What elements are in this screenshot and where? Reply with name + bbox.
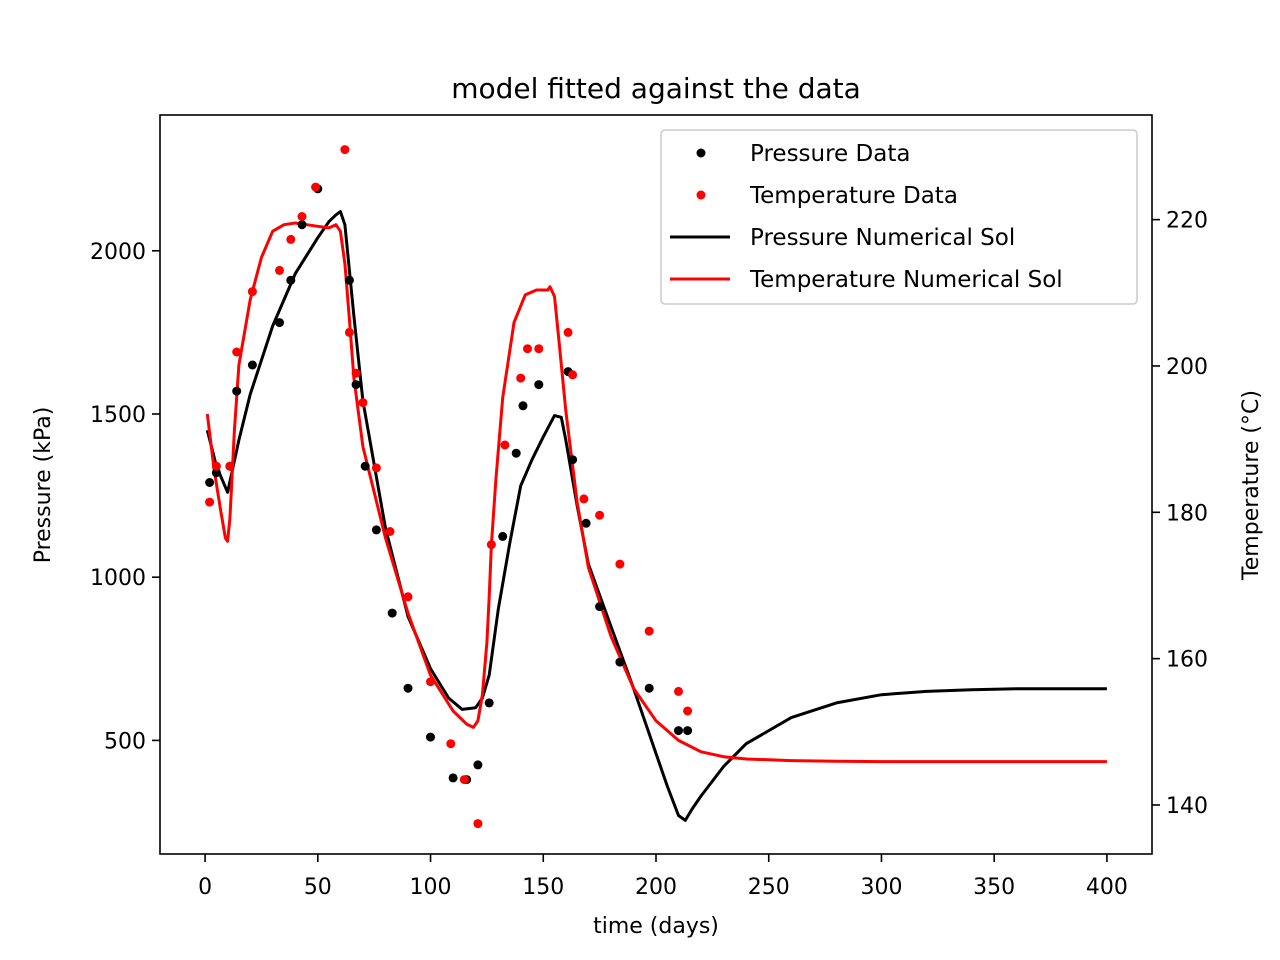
data-point-pressure-data xyxy=(205,478,215,487)
legend-marker xyxy=(696,148,706,158)
data-point-pressure-data xyxy=(403,683,413,693)
data-point-pressure-data xyxy=(534,380,544,390)
data-point-pressure-data xyxy=(498,531,508,541)
data-point-pressure-data xyxy=(297,220,307,230)
x-tick-label: 100 xyxy=(410,875,452,900)
legend-marker xyxy=(696,190,706,200)
data-point-pressure-data xyxy=(581,518,591,528)
data-point-temperature-data xyxy=(211,461,221,471)
series-line-pressure-numerical-sol xyxy=(205,210,1107,822)
data-point-pressure-data xyxy=(518,401,528,411)
data-point-pressure-data xyxy=(247,360,257,370)
data-point-pressure-data xyxy=(286,275,296,285)
data-point-pressure-data xyxy=(511,448,521,458)
y-axis-right: 140 160 180 200 220 xyxy=(1152,209,1208,819)
y-right-tick-label: 180 xyxy=(1166,501,1208,526)
data-point-pressure-data xyxy=(615,657,625,667)
data-point-pressure-data xyxy=(426,732,435,742)
y-right-tick-label: 200 xyxy=(1166,355,1208,380)
data-point-pressure-data xyxy=(484,698,494,708)
data-point-pressure-data xyxy=(568,455,578,465)
data-point-temperature-data xyxy=(568,370,578,380)
data-point-pressure-data xyxy=(371,525,381,535)
series-line-temperature-numerical-sol xyxy=(205,221,1107,764)
data-point-temperature-data xyxy=(615,559,625,569)
data-point-pressure-data xyxy=(344,275,354,285)
legend-label: Pressure Data xyxy=(750,141,910,167)
y-right-tick-label: 160 xyxy=(1166,648,1208,673)
data-point-temperature-data xyxy=(563,327,573,337)
y-right-tick-label: 220 xyxy=(1166,209,1208,234)
data-point-temperature-data xyxy=(516,373,526,383)
x-axis: 0 50 100 150 200 250 300 350 400 xyxy=(198,854,1128,900)
data-point-temperature-data xyxy=(403,592,413,602)
data-point-pressure-data xyxy=(473,760,483,770)
data-point-pressure-data xyxy=(232,386,242,396)
y-left-tick-label: 2000 xyxy=(90,240,146,265)
y-axis-left: 500 1000 1500 2000 xyxy=(90,240,160,754)
data-point-temperature-data xyxy=(534,344,544,354)
x-tick-label: 50 xyxy=(304,875,332,900)
data-point-temperature-data xyxy=(351,368,361,378)
data-point-temperature-data xyxy=(473,819,483,829)
legend-box xyxy=(660,129,1138,305)
data-point-temperature-data xyxy=(674,686,683,696)
data-point-pressure-data xyxy=(644,683,654,693)
y-left-tick-label: 500 xyxy=(104,729,146,754)
data-point-pressure-data xyxy=(360,461,370,471)
legend: Pressure Data Temperature Data Pressure Nu… xyxy=(660,129,1138,305)
data-point-temperature-data xyxy=(595,510,605,520)
data-point-temperature-data xyxy=(344,327,354,337)
y-right-tick-label: 140 xyxy=(1166,794,1208,819)
data-point-pressure-data xyxy=(595,602,605,612)
chart-title: model fitted against the data xyxy=(451,72,861,105)
y-left-tick-label: 1500 xyxy=(90,403,146,428)
data-point-pressure-data xyxy=(448,773,458,783)
data-point-temperature-data xyxy=(247,287,257,297)
data-point-temperature-data xyxy=(225,461,235,471)
data-point-temperature-data xyxy=(644,626,654,636)
data-point-temperature-data xyxy=(426,677,435,687)
data-point-temperature-data xyxy=(205,497,215,507)
data-point-pressure-data xyxy=(351,380,361,390)
y-axis-left-title: Pressure (kPa) xyxy=(31,407,56,564)
x-tick-label: 300 xyxy=(860,875,902,900)
y-axis-right-title: Temperature (°C) xyxy=(1239,390,1264,581)
data-point-pressure-data xyxy=(674,726,683,736)
data-point-pressure-data xyxy=(683,726,693,736)
data-point-temperature-data xyxy=(500,440,510,450)
data-point-pressure-data xyxy=(387,608,397,618)
legend-label: Pressure Numerical Sol xyxy=(750,225,1015,251)
data-point-temperature-data xyxy=(579,494,589,504)
x-tick-label: 0 xyxy=(198,875,212,900)
data-point-pressure-data xyxy=(211,468,221,478)
legend-label: Temperature Numerical Sol xyxy=(749,267,1063,293)
x-tick-label: 250 xyxy=(748,875,790,900)
data-point-temperature-data xyxy=(523,344,532,354)
data-point-pressure-data xyxy=(275,318,284,328)
data-point-temperature-data xyxy=(340,145,350,155)
x-tick-label: 200 xyxy=(635,875,677,900)
x-tick-label: 350 xyxy=(973,875,1015,900)
data-point-temperature-data xyxy=(683,706,693,716)
data-point-temperature-data xyxy=(446,739,456,749)
x-tick-label: 150 xyxy=(522,875,564,900)
data-point-temperature-data xyxy=(371,463,381,473)
plot-area xyxy=(205,145,1107,829)
data-point-temperature-data xyxy=(297,212,307,221)
x-axis-title: time (days) xyxy=(593,914,719,939)
data-point-temperature-data xyxy=(358,398,368,408)
data-point-temperature-data xyxy=(232,347,242,357)
data-point-temperature-data xyxy=(275,265,284,275)
x-tick-label: 400 xyxy=(1086,875,1128,900)
data-point-temperature-data xyxy=(459,775,469,785)
legend-label: Temperature Data xyxy=(749,183,958,209)
data-point-temperature-data xyxy=(311,182,321,192)
data-point-temperature-data xyxy=(286,234,296,244)
data-point-temperature-data xyxy=(385,527,395,536)
data-point-temperature-data xyxy=(486,540,496,550)
y-left-tick-label: 1000 xyxy=(90,566,146,591)
